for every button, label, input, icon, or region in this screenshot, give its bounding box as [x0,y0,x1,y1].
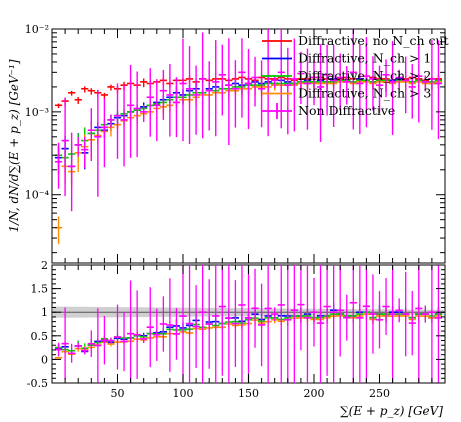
main-y-tick-label: 10⁻³ [25,106,49,119]
x-tick-label: 100 [173,387,194,400]
legend-entry: Diffractive, N_ch > 1 [298,51,431,66]
legend-entry: Non Diffractive [298,103,395,118]
ratio-plot-marks [52,265,445,383]
y-axis-label: 1/N, dN/d∑(E + p_z) [GeV⁻¹] [7,59,21,232]
x-tick-label: 200 [304,387,325,400]
main-plot-marks [54,29,443,245]
main-y-tick-label: 10⁻² [25,23,49,36]
legend-entry: Diffractive, no N_ch cut [298,33,449,48]
ratio-y-tick-label: 0.5 [31,330,49,343]
main-y-axis: 10⁻⁴ 10⁻³ 10⁻² [25,23,445,254]
ratio-x-axis: 50 100 150 200 250 [64,29,433,400]
ratio-y-tick-label: 1.5 [31,283,49,296]
main-y-tick-label: 10⁻⁴ [25,189,50,202]
x-axis-label: ∑(E + p_z) [GeV] [340,404,443,418]
x-tick-label: 150 [238,387,259,400]
ratio-y-tick-label: 0 [41,353,48,366]
ratio-y-tick-label: 2 [41,259,48,272]
legend-entry: Diffractive, N_ch > 3 [298,86,431,101]
x-tick-label: 250 [369,387,390,400]
ratio-y-tick-label: 1 [41,306,48,319]
x-tick-label: 50 [111,387,125,400]
ratio-y-axis: -0.5 0 0.5 1 1.5 2 [27,259,445,390]
ratio-y-tick-label: -0.5 [27,377,48,390]
legend: Diffractive, no N_ch cut Diffractive, N_c… [262,33,449,119]
legend-entry: Diffractive, N_ch > 2 [298,68,431,83]
